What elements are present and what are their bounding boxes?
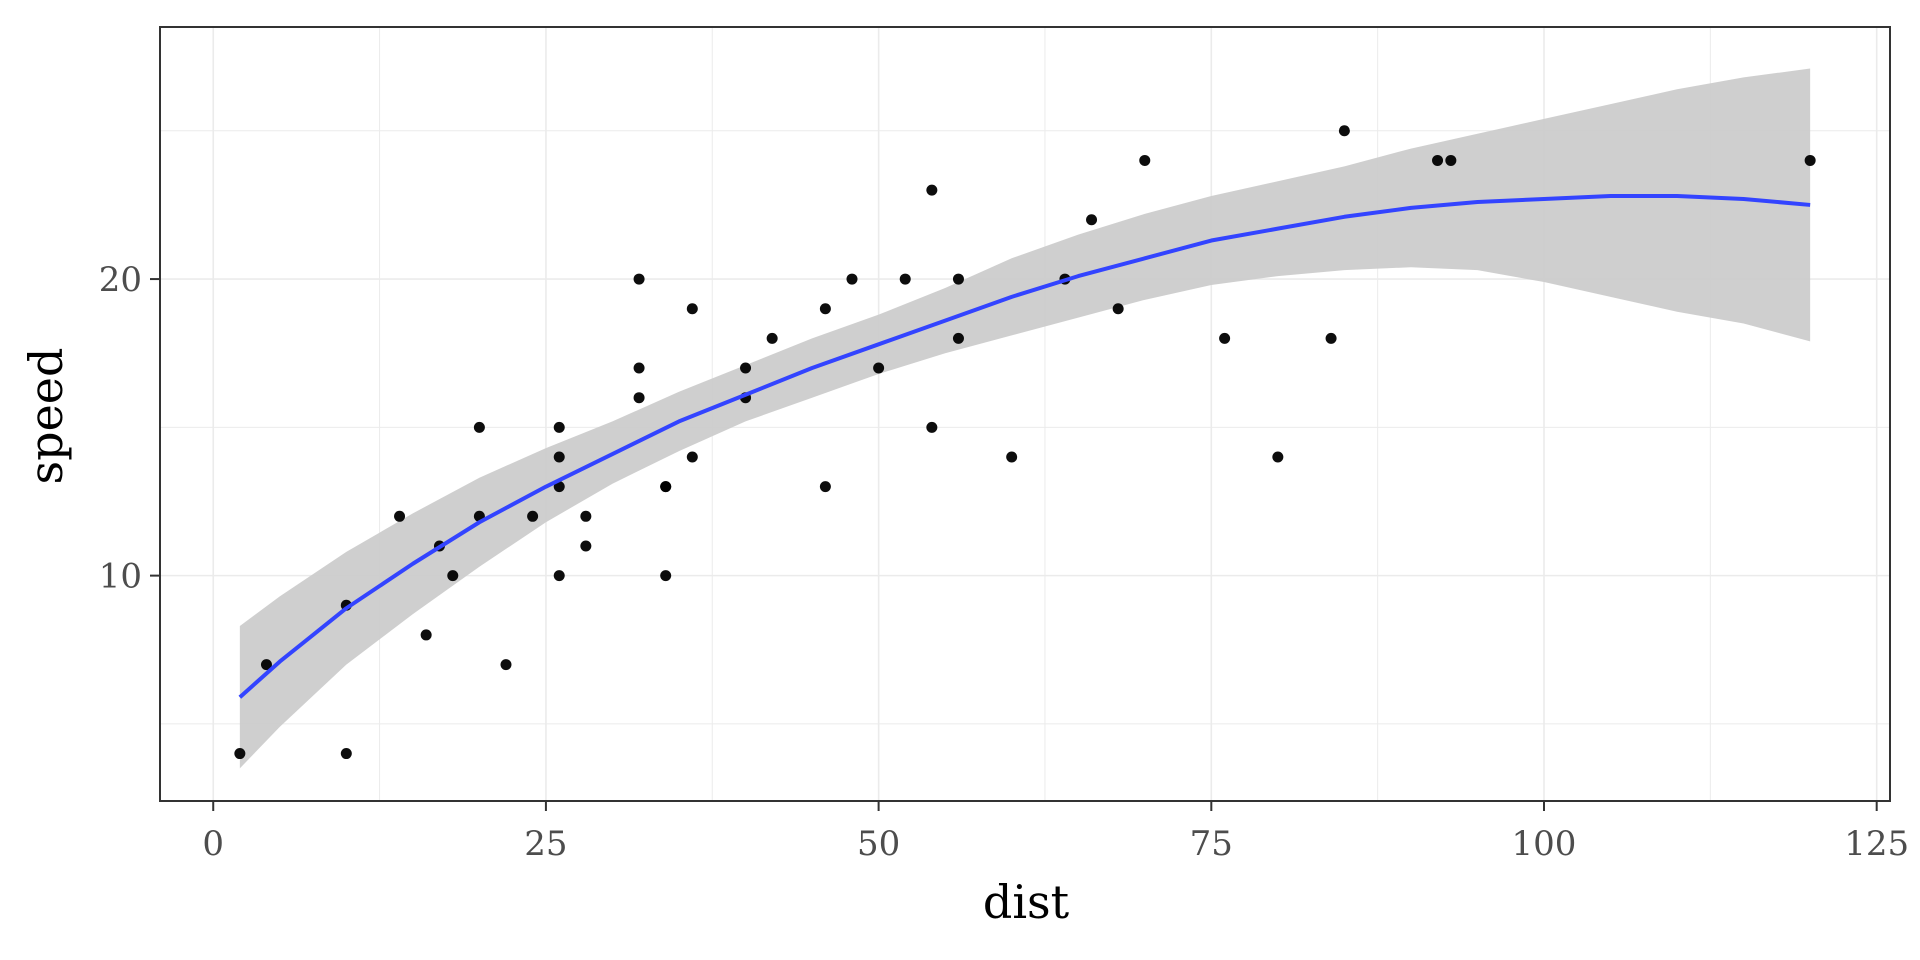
data-point bbox=[660, 481, 672, 493]
data-point bbox=[553, 481, 565, 493]
data-point bbox=[952, 273, 964, 285]
data-point bbox=[926, 184, 938, 196]
y-axis-title: speed bbox=[19, 348, 73, 485]
data-point bbox=[952, 332, 964, 344]
plot-area: 0 25 50 75 100 125 10 20 bbox=[99, 26, 1909, 864]
data-point bbox=[260, 659, 272, 671]
data-point bbox=[660, 570, 672, 582]
data-point bbox=[1006, 451, 1018, 463]
x-tick-label: 25 bbox=[524, 824, 567, 864]
data-point bbox=[420, 629, 432, 641]
data-point bbox=[1112, 303, 1124, 315]
data-point bbox=[873, 362, 885, 374]
data-point bbox=[1445, 154, 1457, 166]
x-tick-label: 75 bbox=[1190, 824, 1233, 864]
data-point bbox=[473, 421, 485, 433]
x-axis-title: dist bbox=[983, 875, 1070, 929]
confidence-band bbox=[239, 68, 1811, 769]
fit-line bbox=[238, 194, 1811, 699]
data-point bbox=[500, 659, 512, 671]
data-point bbox=[553, 451, 565, 463]
data-point bbox=[340, 748, 352, 760]
data-point bbox=[740, 362, 752, 374]
data-point bbox=[1219, 332, 1231, 344]
data-point bbox=[580, 540, 592, 552]
data-point bbox=[1804, 154, 1816, 166]
data-point bbox=[686, 451, 698, 463]
data-point bbox=[766, 332, 778, 344]
x-tick-label: 125 bbox=[1844, 824, 1909, 864]
data-point bbox=[580, 510, 592, 522]
data-point bbox=[1338, 125, 1350, 137]
data-point bbox=[234, 748, 246, 760]
y-tick-label: 10 bbox=[99, 557, 142, 597]
x-tick-label: 0 bbox=[202, 824, 224, 864]
data-point bbox=[1325, 332, 1337, 344]
data-point bbox=[394, 510, 406, 522]
data-point bbox=[686, 303, 698, 315]
data-point bbox=[819, 303, 831, 315]
data-point bbox=[1432, 154, 1444, 166]
data-point bbox=[633, 273, 645, 285]
data-point bbox=[633, 362, 645, 374]
data-point bbox=[447, 570, 459, 582]
x-tick-label: 100 bbox=[1512, 824, 1577, 864]
data-point bbox=[553, 421, 565, 433]
data-point bbox=[1139, 154, 1151, 166]
data-point bbox=[926, 421, 938, 433]
data-point bbox=[819, 481, 831, 493]
data-point bbox=[846, 273, 858, 285]
data-point bbox=[899, 273, 911, 285]
panel-border bbox=[159, 26, 1891, 802]
x-tick-label: 50 bbox=[857, 824, 900, 864]
data-point bbox=[633, 392, 645, 404]
data-point bbox=[1086, 214, 1098, 226]
data-point bbox=[527, 510, 539, 522]
data-point bbox=[553, 570, 565, 582]
data-point bbox=[1272, 451, 1284, 463]
y-tick-label: 20 bbox=[99, 260, 142, 300]
